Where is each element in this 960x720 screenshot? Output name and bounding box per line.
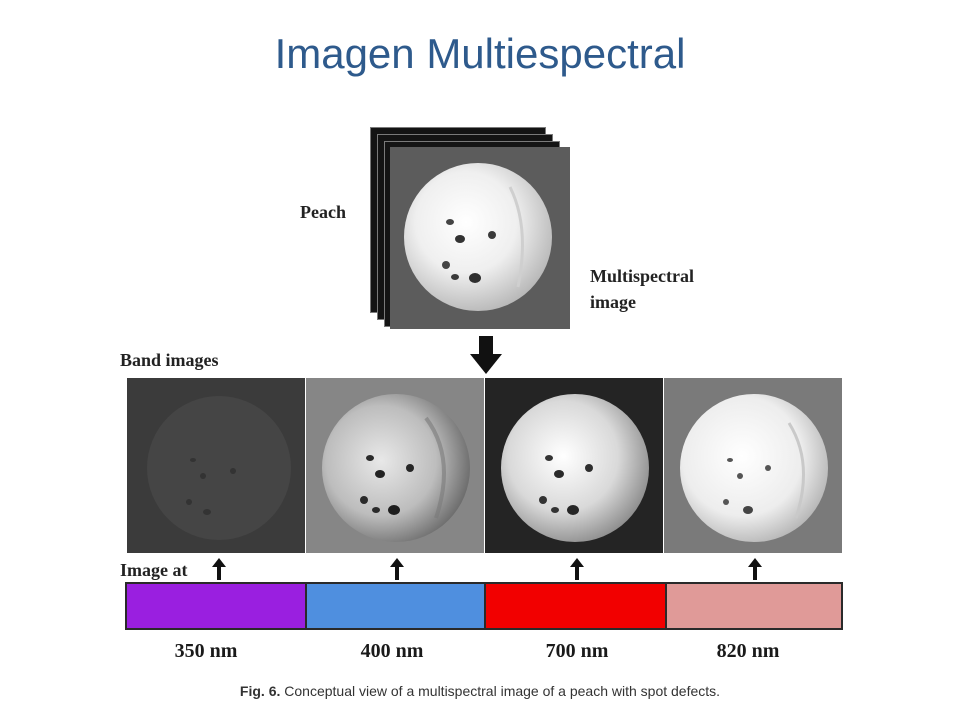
image-at-label: Image at xyxy=(120,560,188,580)
wavelength-label: 350 nm xyxy=(174,640,238,662)
down-arrow-icon xyxy=(470,336,502,374)
caption-label: Fig. 6. xyxy=(239,683,281,699)
peach-image xyxy=(390,147,570,329)
band-400-swatch xyxy=(305,582,486,630)
up-arrow-icon xyxy=(212,558,226,580)
figure-caption: Fig. 6. Conceptual view of a multispectr… xyxy=(0,683,960,699)
band-image-350 xyxy=(127,378,305,553)
multispectral-label-line2: image xyxy=(590,292,636,312)
band-image-700 xyxy=(485,378,663,553)
wavelength-label: 400 nm xyxy=(360,640,424,662)
up-arrow-icon xyxy=(570,558,584,580)
band-images-label: Band images xyxy=(120,350,219,370)
multispectral-label: Multispectral xyxy=(590,266,694,286)
wavelength-label: 700 nm xyxy=(545,640,609,662)
peach-label: Peach xyxy=(300,202,346,222)
band-image-820 xyxy=(664,378,842,553)
up-arrow-icon xyxy=(748,558,762,580)
band-820-swatch xyxy=(665,582,843,630)
up-arrow-icon xyxy=(390,558,404,580)
wavelength-label: 820 nm xyxy=(716,640,780,662)
caption-text: Conceptual view of a multispectral image… xyxy=(280,683,721,699)
band-700-swatch xyxy=(484,582,667,630)
band-image-400 xyxy=(306,378,484,553)
band-350-swatch xyxy=(125,582,307,630)
slide-title: Imagen Multiespectral xyxy=(274,30,686,77)
